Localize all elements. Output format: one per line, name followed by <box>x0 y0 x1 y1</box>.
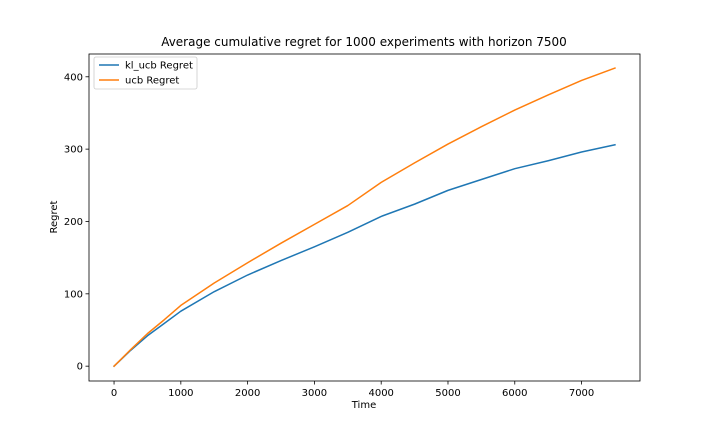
y-axis-label: Regret <box>49 200 60 233</box>
legend-label: ucb Regret <box>125 76 179 87</box>
x-tick-label: 5000 <box>435 388 460 399</box>
x-tick-label: 1000 <box>168 388 193 399</box>
legend-box <box>93 56 198 90</box>
y-tick-label: 100 <box>64 289 83 300</box>
series-lines <box>112 67 616 368</box>
legend: kl_ucb Regret ucb Regret <box>93 56 198 90</box>
y-tick-label: 200 <box>64 217 83 228</box>
series-line-0 <box>112 143 616 368</box>
legend-label: kl_ucb Regret <box>125 61 193 72</box>
x-tick-label: 4000 <box>368 388 393 399</box>
x-tick-label: 2000 <box>235 388 260 399</box>
x-axis-ticks: 0 1000 2000 3000 4000 5000 6000 7000 <box>111 381 594 399</box>
x-tick-label: 3000 <box>302 388 327 399</box>
y-tick-label: 400 <box>64 72 83 83</box>
series-line-1 <box>112 67 616 368</box>
y-tick-label: 0 <box>77 362 83 373</box>
y-axis-ticks: 0 100 200 300 400 <box>64 72 89 373</box>
x-tick-label: 0 <box>111 388 117 399</box>
x-tick-label: 6000 <box>502 388 527 399</box>
plot-frame <box>88 53 641 382</box>
x-axis-label: Time <box>351 400 376 411</box>
x-tick-label: 7000 <box>569 388 594 399</box>
y-tick-label: 300 <box>64 145 83 156</box>
chart-title: Average cumulative regret for 1000 exper… <box>161 35 567 49</box>
